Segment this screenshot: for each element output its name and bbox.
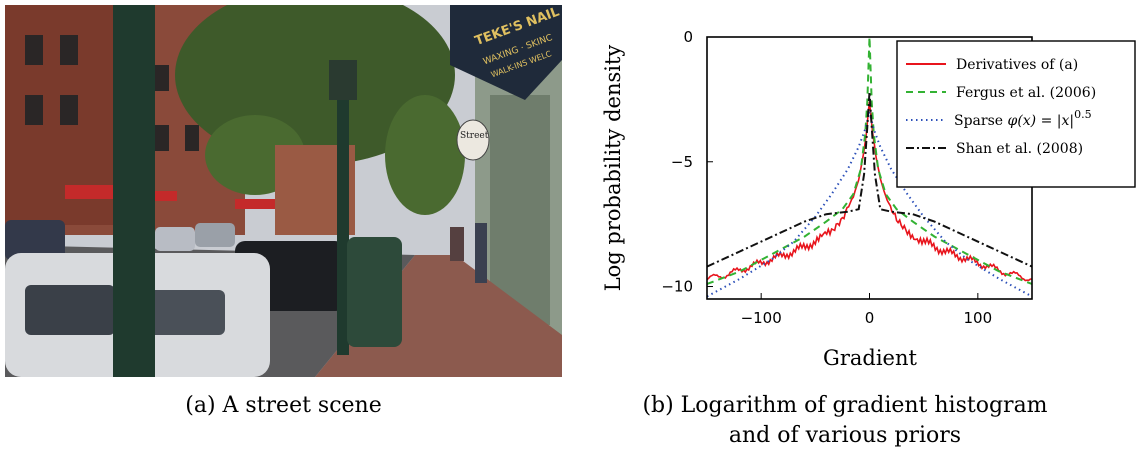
series-line-shan [707, 91, 1032, 268]
caption-b-line2: and of various priors [728, 423, 962, 448]
street-photo: TEKE'S NAIL WAXING · SKINC WALK-INS WELC… [5, 5, 562, 377]
chart-svg: −100 0 100 0 −5 −10 Gradient Log probability … [601, 28, 1136, 370]
caption-b: (b) Logarithm of gradient histogram and … [590, 391, 1100, 451]
gradient-chart: −100 0 100 0 −5 −10 Gradient Log probability … [590, 20, 1139, 380]
series-line-sparse [707, 111, 1032, 298]
y-axis-label: Log probability density [601, 45, 625, 292]
x-tick-label: 100 [964, 309, 993, 327]
x-tick-label: 0 [865, 309, 875, 327]
legend-label-derivatives: Derivatives of (a) [956, 57, 1078, 73]
legend-box [896, 40, 1136, 188]
y-tick-label: −5 [671, 153, 693, 171]
legend-label-shan: Shan et al. (2008) [956, 141, 1083, 157]
legend-label-sparse: Sparse φ(x) = |x|0.5 [954, 108, 1092, 129]
legend-label-fergus: Fergus et al. (2006) [956, 85, 1096, 101]
x-axis-label: Gradient [823, 346, 917, 370]
x-tick-label: −100 [741, 309, 782, 327]
caption-a: (a) A street scene [185, 393, 382, 418]
svg-text:Street: Street [460, 131, 489, 141]
y-tick-label: −10 [661, 278, 693, 296]
caption-b-line1: (b) Logarithm of gradient histogram [642, 393, 1048, 418]
legend: Derivatives of (a) Fergus et al. (2006) … [896, 40, 1136, 188]
y-tick-label: 0 [683, 28, 693, 46]
